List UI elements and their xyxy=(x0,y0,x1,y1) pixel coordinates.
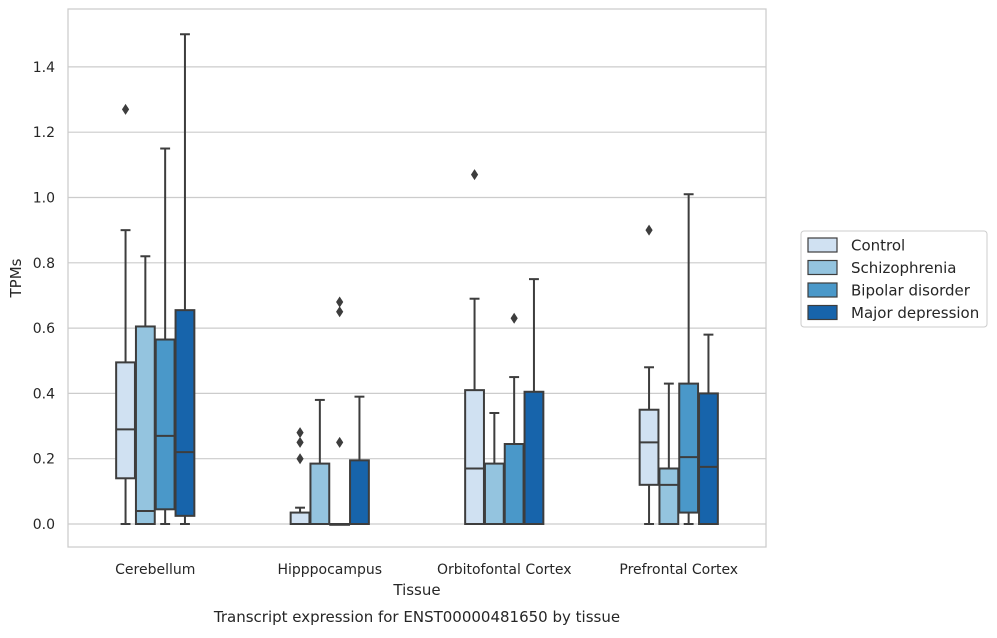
outlier-point xyxy=(510,312,518,324)
outlier-point xyxy=(296,427,304,439)
box-3-2 xyxy=(678,193,700,525)
legend-label: Control xyxy=(851,237,905,255)
box-3-3 xyxy=(698,333,719,525)
x-tick-label: Orbitofontal Cortex xyxy=(437,562,572,578)
box-2-1 xyxy=(483,411,505,526)
box-body xyxy=(134,325,156,525)
x-tick-labels: Cerebellum Hipppocampus Orbitofontal Corte… xyxy=(115,562,738,578)
y-tick-label: 1.2 xyxy=(33,125,55,141)
legend-swatch xyxy=(807,237,838,253)
box-body xyxy=(658,467,680,525)
box-body xyxy=(174,309,196,517)
box-2-3 xyxy=(523,278,545,525)
legend-label: Major depression xyxy=(851,304,979,322)
plot-frame xyxy=(67,8,767,548)
outlier-point xyxy=(336,436,344,448)
box-3-1 xyxy=(658,382,680,525)
legend-swatch xyxy=(807,282,838,298)
y-tick-label: 0.0 xyxy=(33,517,55,533)
box-1-3 xyxy=(349,395,370,525)
legend-label: Bipolar disorder xyxy=(851,282,971,300)
outlier-point xyxy=(336,306,344,318)
outlier-point xyxy=(296,453,304,465)
x-tick-label: Hipppocampus xyxy=(277,562,382,578)
y-tick-labels: 0.0 0.2 0.4 0.6 0.8 1.0 1.2 1.4 xyxy=(33,60,55,533)
x-tick-label: Prefrontal Cortex xyxy=(619,562,738,578)
x-axis-label: Tissue xyxy=(392,581,440,599)
box-body xyxy=(698,392,719,525)
y-tick-label: 0.4 xyxy=(33,386,55,402)
box-body xyxy=(349,459,370,525)
legend-swatch xyxy=(807,304,838,321)
y-tick-label: 0.8 xyxy=(33,256,55,272)
outlier-point xyxy=(121,103,130,115)
box-body xyxy=(309,462,331,526)
box-body xyxy=(289,511,311,526)
legend: Control Schizophrenia Bipolar disorder Majo… xyxy=(800,230,988,328)
outlier-point xyxy=(296,436,304,448)
box-body xyxy=(483,462,505,526)
box-3-0 xyxy=(638,224,660,525)
box-body xyxy=(115,361,136,480)
box-body xyxy=(638,408,660,486)
outlier-point xyxy=(336,296,344,308)
outlier-point xyxy=(470,169,479,181)
box-1-1 xyxy=(309,398,331,526)
box-series xyxy=(115,33,719,526)
y-tick-label: 1.4 xyxy=(33,60,55,76)
box-0-2 xyxy=(154,147,176,525)
box-body xyxy=(503,443,525,526)
chart-title: Transcript expression for ENST0000048165… xyxy=(213,608,620,626)
legend-label: Schizophrenia xyxy=(851,259,956,277)
box-1-0 xyxy=(289,427,311,526)
legend-swatch xyxy=(807,259,838,276)
y-tick-label: 0.6 xyxy=(33,321,55,337)
box-body xyxy=(154,338,176,511)
outlier-point xyxy=(645,224,653,236)
y-axis-label: TPMs xyxy=(7,258,25,298)
box-body xyxy=(464,389,485,526)
box-body xyxy=(678,382,700,514)
y-tick-label: 0.2 xyxy=(33,452,55,468)
box-0-3 xyxy=(174,33,196,525)
box-2-0 xyxy=(464,169,485,526)
box-2-2 xyxy=(503,312,525,526)
box-body xyxy=(523,390,545,525)
legend-frame xyxy=(800,230,988,328)
x-tick-label: Cerebellum xyxy=(115,562,195,578)
y-tick-label: 1.0 xyxy=(33,191,55,207)
